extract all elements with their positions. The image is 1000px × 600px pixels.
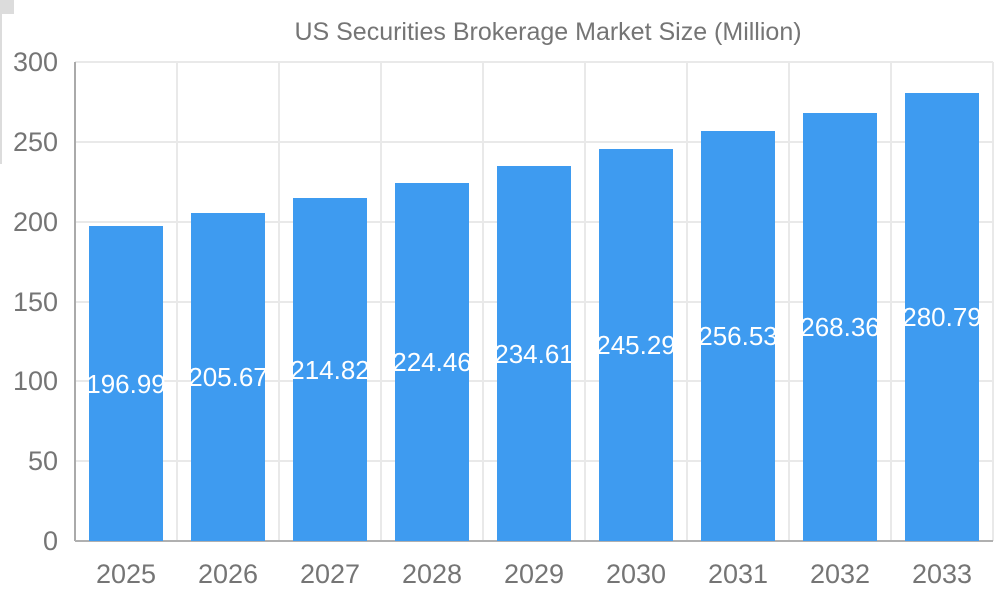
bar-value-label: 256.53 (698, 321, 778, 352)
y-tick-label: 100 (12, 366, 58, 397)
y-axis-tick (0, 0, 14, 2)
bar-value-label: 205.67 (188, 361, 268, 392)
x-gridline (584, 62, 586, 541)
bar (191, 212, 265, 541)
x-tick-label: 2030 (605, 559, 667, 589)
legend-item[interactable]: US Securities Brokerage Market Size (Mil… (198, 18, 801, 47)
x-tick-label: 2033 (911, 559, 973, 589)
legend-label: US Securities Brokerage Market Size (Mil… (294, 17, 802, 46)
x-gridline (686, 62, 688, 541)
bar (701, 131, 775, 541)
y-axis-tick (0, 2, 14, 4)
x-gridline (890, 62, 892, 541)
x-axis-tick (0, 119, 2, 134)
y-tick-label: 300 (12, 47, 58, 77)
y-axis-tick (0, 12, 14, 14)
x-tick-label: 2027 (299, 559, 361, 589)
x-axis-tick (0, 74, 2, 89)
y-tick-label: 250 (12, 126, 58, 157)
x-gridline (482, 62, 484, 541)
x-axis-tick (0, 89, 2, 104)
bar (905, 92, 979, 541)
bar (89, 226, 163, 541)
bar (395, 182, 469, 541)
x-gridline (278, 62, 280, 541)
x-tick-label: 2031 (707, 559, 769, 589)
x-gridline (380, 62, 382, 541)
x-axis-line (75, 540, 993, 542)
bar-value-label: 234.61 (494, 338, 574, 369)
bar-value-label: 214.82 (290, 354, 370, 385)
x-tick-label: 2028 (401, 559, 463, 589)
x-axis-tick (0, 149, 2, 164)
y-axis-line (74, 62, 76, 541)
x-tick-label: 2029 (503, 559, 565, 589)
x-tick-label: 2032 (809, 559, 871, 589)
y-tick-label: 200 (12, 206, 58, 237)
y-gridline (75, 140, 993, 143)
x-gridline (176, 62, 178, 541)
x-gridline (992, 62, 994, 541)
bar-value-label: 245.29 (596, 330, 676, 361)
y-gridline (75, 61, 993, 63)
x-axis-tick (0, 59, 2, 74)
y-tick-label: 50 (27, 446, 58, 477)
bar-value-label: 280.79 (902, 301, 982, 332)
bar (497, 166, 571, 541)
x-axis-tick (0, 134, 2, 149)
bar-value-label: 224.46 (392, 346, 472, 377)
bar (803, 112, 877, 541)
y-axis-tick (0, 6, 14, 8)
x-axis-tick (0, 44, 2, 59)
x-gridline (788, 62, 790, 541)
chart-legend: US Securities Brokerage Market Size (Mil… (0, 17, 1000, 47)
y-tick-label: 150 (12, 286, 58, 317)
x-axis-tick (0, 14, 2, 29)
bar-value-label: 196.99 (86, 368, 166, 399)
bar-value-label: 268.36 (800, 311, 880, 342)
y-axis-tick (0, 10, 14, 12)
y-axis-tick (0, 4, 14, 6)
y-axis-tick (0, 8, 14, 10)
y-tick-label: 0 (42, 526, 58, 556)
x-tick-label: 2025 (95, 559, 157, 589)
x-axis-tick (0, 29, 2, 44)
x-axis-tick (0, 104, 2, 119)
legend-swatch (198, 20, 262, 45)
bar (293, 198, 367, 541)
bar (599, 149, 673, 541)
x-tick-label: 2026 (197, 559, 259, 589)
